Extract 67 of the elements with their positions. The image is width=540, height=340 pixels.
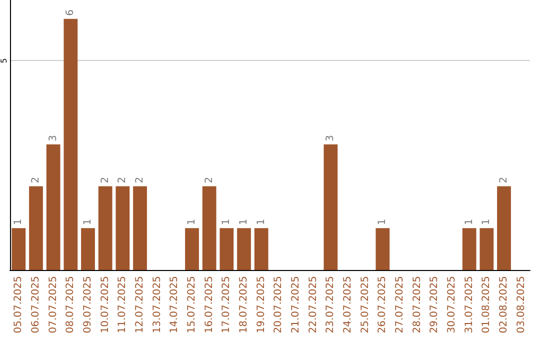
bar <box>462 228 476 270</box>
bar <box>237 228 251 270</box>
data-label: 6 <box>65 9 76 16</box>
data-label: 3 <box>325 135 336 142</box>
data-label: 2 <box>30 176 42 184</box>
x-tick-label: 19.07.2025 <box>256 276 267 334</box>
bar <box>254 228 268 270</box>
x-tick-label: 15.07.2025 <box>186 276 198 334</box>
data-label: 2 <box>117 176 128 184</box>
data-label: 1 <box>13 218 24 226</box>
x-tick-label: 28.07.2025 <box>412 276 423 334</box>
x-tick-label: 12.07.2025 <box>134 276 146 334</box>
data-label: 1 <box>377 218 388 226</box>
bar <box>497 186 511 270</box>
x-tick-label: 25.07.2025 <box>360 276 371 334</box>
x-tick-label: 10.07.2025 <box>100 276 111 334</box>
bar <box>12 228 26 270</box>
x-tick-label: 13.07.2025 <box>152 276 163 334</box>
x-tick-label: 24.07.2025 <box>342 276 354 334</box>
x-tick-label: 26.07.2025 <box>377 276 388 334</box>
bar <box>185 228 199 270</box>
x-tick-label: 16.07.2025 <box>204 276 215 334</box>
x-tick-label: 29.07.2025 <box>429 276 440 334</box>
x-tick-label: 17.07.2025 <box>221 276 232 334</box>
x-tick-label: 22.07.2025 <box>308 276 319 334</box>
x-tick-label: 01.08.2025 <box>481 276 492 334</box>
data-label: 1 <box>82 218 94 226</box>
bar <box>98 186 112 270</box>
x-tick-label: 07.07.2025 <box>48 276 59 334</box>
x-tick-label: 31.07.2025 <box>464 276 475 334</box>
x-tick-label: 18.07.2025 <box>238 276 250 334</box>
bar <box>202 186 216 270</box>
data-label: 1 <box>464 218 475 226</box>
data-label: 2 <box>100 176 111 184</box>
data-label: 2 <box>498 176 510 184</box>
x-tick-label: 08.07.2025 <box>65 276 76 334</box>
x-tick-label: 20.07.2025 <box>273 276 284 334</box>
data-label: 2 <box>134 176 146 184</box>
x-tick-label: 09.07.2025 <box>82 276 94 334</box>
x-tick-label: 21.07.2025 <box>290 276 302 334</box>
bar <box>324 144 338 270</box>
x-tick-label: 03.08.2025 <box>516 276 527 334</box>
x-tick-label: 27.07.2025 <box>394 276 406 334</box>
x-tick-label: 30.07.2025 <box>446 276 458 334</box>
x-tick-label: 05.07.2025 <box>13 276 24 334</box>
bar <box>29 186 43 270</box>
x-tick-label: 14.07.2025 <box>169 276 180 334</box>
data-label: 1 <box>186 218 198 226</box>
bar <box>116 186 130 270</box>
data-label: 1 <box>238 218 250 226</box>
y-tick-label: 5 <box>0 58 8 64</box>
bar <box>64 18 78 270</box>
bar <box>220 228 234 270</box>
bar <box>133 186 147 270</box>
data-label: 2 <box>204 176 215 184</box>
bar <box>81 228 95 270</box>
bar <box>376 228 390 270</box>
x-tick-label: 11.07.2025 <box>117 276 128 334</box>
data-label: 1 <box>256 218 267 226</box>
data-label: 1 <box>481 218 492 226</box>
x-tick-label: 23.07.2025 <box>325 276 336 334</box>
x-tick-label: 02.08.2025 <box>498 276 510 334</box>
data-label: 1 <box>221 218 232 226</box>
bar <box>480 228 494 270</box>
x-tick-label: 06.07.2025 <box>30 276 42 334</box>
data-label: 3 <box>48 135 59 142</box>
bar <box>46 144 60 270</box>
